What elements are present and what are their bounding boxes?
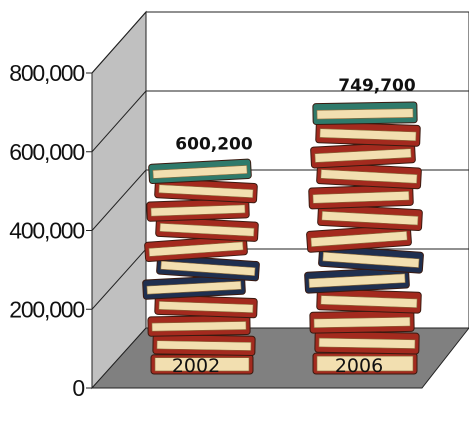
book-pages [322, 251, 420, 268]
book-pages [160, 260, 256, 277]
category-label: 2002 [172, 355, 220, 377]
book [148, 158, 252, 184]
book [312, 101, 418, 126]
book [154, 177, 258, 204]
book [142, 274, 246, 300]
book [309, 310, 415, 334]
book-pages [159, 222, 255, 237]
book-pages [313, 316, 411, 328]
y-tick-label: 600,000 [9, 139, 84, 165]
book-pages [156, 340, 252, 351]
book-pages [308, 273, 406, 288]
book-pages [321, 210, 419, 226]
book [146, 198, 250, 222]
book-pages [150, 204, 246, 217]
book-pages [316, 108, 414, 120]
book [316, 288, 422, 314]
gridline-side [91, 248, 147, 310]
y-tick-label: 0 [72, 375, 84, 401]
gridline-side [91, 11, 147, 74]
book-pages [318, 337, 416, 349]
data-label: 749,700 [338, 76, 416, 96]
book [152, 334, 256, 357]
category-label: 2006 [335, 355, 383, 377]
y-tick-label: 800,000 [9, 60, 84, 86]
bar-2006: 2006 749,700 [304, 76, 424, 377]
book-pages [312, 190, 410, 204]
y-axis: 0 200,000 400,000 600,000 800,000 [9, 60, 92, 401]
book-pages [146, 280, 242, 295]
book-pages [320, 295, 418, 308]
gridline-side [91, 90, 147, 153]
book-pages [319, 128, 417, 142]
book-pages [154, 357, 250, 372]
book-pages [148, 241, 244, 257]
book-pages [158, 301, 254, 314]
book [310, 141, 416, 169]
y-tick-label: 400,000 [9, 218, 84, 244]
book [155, 216, 259, 242]
bars: 2002 600,200 2006 749,700 [142, 76, 424, 377]
book [154, 294, 258, 319]
y-tick-label: 200,000 [9, 296, 84, 322]
gridline-side [91, 169, 147, 231]
data-label: 600,200 [175, 135, 253, 155]
book-pages [158, 184, 254, 199]
book-pages [151, 321, 247, 332]
book [147, 314, 251, 337]
book [304, 266, 410, 294]
book [306, 224, 412, 253]
book [318, 244, 424, 274]
book [308, 184, 414, 210]
book [314, 330, 420, 355]
book [312, 352, 418, 375]
book [315, 121, 421, 147]
book [156, 254, 260, 282]
book [144, 235, 248, 263]
book-pages [152, 165, 248, 179]
book-pages [310, 230, 408, 248]
book-pages [316, 355, 414, 372]
bar-2002: 2002 600,200 [142, 135, 260, 377]
book-pages [314, 148, 412, 163]
book-pages [320, 169, 418, 184]
book [150, 354, 254, 375]
